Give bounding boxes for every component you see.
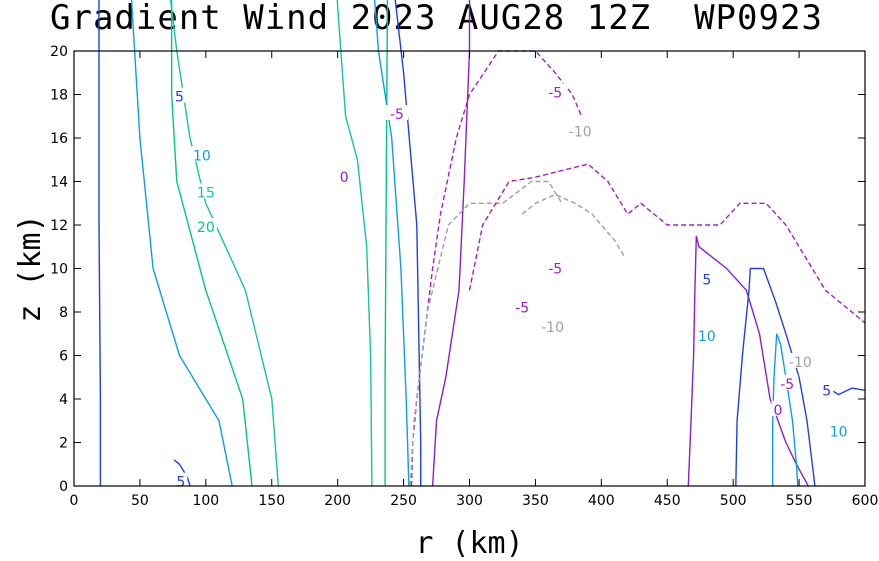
contour-line (169, 0, 373, 487)
contour-line (431, 0, 471, 487)
contour-label: 5 (175, 90, 184, 106)
contour-label-bg (784, 353, 816, 369)
y-tick-label: 18 (50, 88, 68, 104)
y-tick-label: 20 (50, 44, 68, 60)
axis-ticks: 0 50 100 150 200 250 300 350 400 450 500 550 6000246… (50, 44, 878, 509)
contour-label-bg (827, 422, 850, 438)
contour-label-bg (564, 122, 596, 138)
contour-label: 5 (176, 475, 185, 491)
contour-label-bg (172, 87, 186, 103)
contour-line (410, 50, 583, 487)
contour-line (130, 0, 410, 487)
x-tick-label: 250 (390, 493, 417, 509)
contour-label-bg (771, 400, 785, 416)
chart-title: Gradient Wind 2023 AUG28 12Z WP0923 (50, 0, 823, 38)
contour-label-bg (544, 83, 567, 99)
y-tick-label: 16 (50, 131, 68, 147)
contour-label: -10 (569, 124, 592, 140)
contour-line (735, 267, 816, 487)
contour-label: -5 (515, 301, 529, 317)
y-axis-label: z (km) (13, 214, 48, 322)
x-tick-label: 100 (192, 493, 219, 509)
y-tick-label: 12 (50, 218, 68, 234)
contour-label: 10 (193, 148, 211, 164)
y-tick-label: 2 (59, 436, 68, 452)
contour-label-bg (194, 218, 217, 234)
contour-label: -5 (390, 107, 404, 123)
contour-label-bg (537, 318, 569, 334)
contour-label-bg (174, 472, 188, 488)
contour-line (827, 387, 866, 396)
contour-label-bg (511, 298, 534, 314)
contour-line (409, 180, 563, 487)
contour-label: -5 (548, 262, 562, 278)
contour-label: 10 (830, 425, 848, 441)
x-tick-label: 500 (720, 493, 747, 509)
contour-label-bg (385, 105, 408, 121)
y-tick-label: 6 (59, 349, 68, 365)
contour-label: 15 (197, 185, 215, 201)
contour-lines (98, 0, 866, 487)
x-tick-label: 550 (786, 493, 813, 509)
x-axis-label: r (km) (415, 526, 523, 561)
x-tick-label: 450 (654, 493, 681, 509)
contour-label: -5 (548, 85, 562, 101)
x-tick-label: 0 (70, 493, 79, 509)
x-tick-label: 350 (522, 493, 549, 509)
contour-label: -10 (541, 320, 564, 336)
contour-label: 5 (822, 383, 831, 399)
plot-frame (73, 50, 866, 487)
contour-label-bg (337, 168, 351, 184)
contour-label: 5 (702, 272, 711, 288)
x-tick-label: 200 (324, 493, 351, 509)
contour-label-bg (820, 381, 834, 397)
x-tick-label: 300 (456, 493, 483, 509)
contour-label: 10 (698, 329, 716, 345)
y-tick-label: 14 (50, 175, 68, 191)
contour-label: 0 (340, 170, 349, 186)
contour-label-bg (190, 146, 213, 162)
y-tick-label: 8 (59, 305, 68, 321)
contour-line (687, 235, 809, 487)
x-tick-label: 150 (258, 493, 285, 509)
contour-label-bg (700, 270, 714, 286)
contour-label: -10 (789, 355, 812, 371)
contour-line (98, 0, 422, 486)
contour-label-bg (695, 326, 718, 342)
contour-label: 0 (774, 403, 783, 419)
contour-label-bg (194, 183, 217, 199)
x-tick-label: 400 (588, 493, 615, 509)
y-tick-label: 4 (59, 392, 68, 408)
y-tick-label: 10 (50, 262, 68, 278)
y-tick-label: 0 (59, 479, 68, 495)
contour-line (170, 0, 389, 487)
contour-labels: 5 10 15 20 0 -5 -5 -10 -5 -5 -10 5 10 -10 -5 0 5 10 5 (172, 83, 850, 491)
contour-label-bg (544, 259, 567, 275)
contour-line (521, 193, 626, 258)
contour-label-bg (776, 374, 799, 390)
contour-line (468, 163, 866, 324)
contour-label: 20 (197, 220, 215, 236)
contour-label: -5 (780, 377, 794, 393)
contour-line (173, 459, 191, 487)
x-tick-label: 600 (852, 493, 879, 509)
x-tick-label: 50 (131, 493, 149, 509)
